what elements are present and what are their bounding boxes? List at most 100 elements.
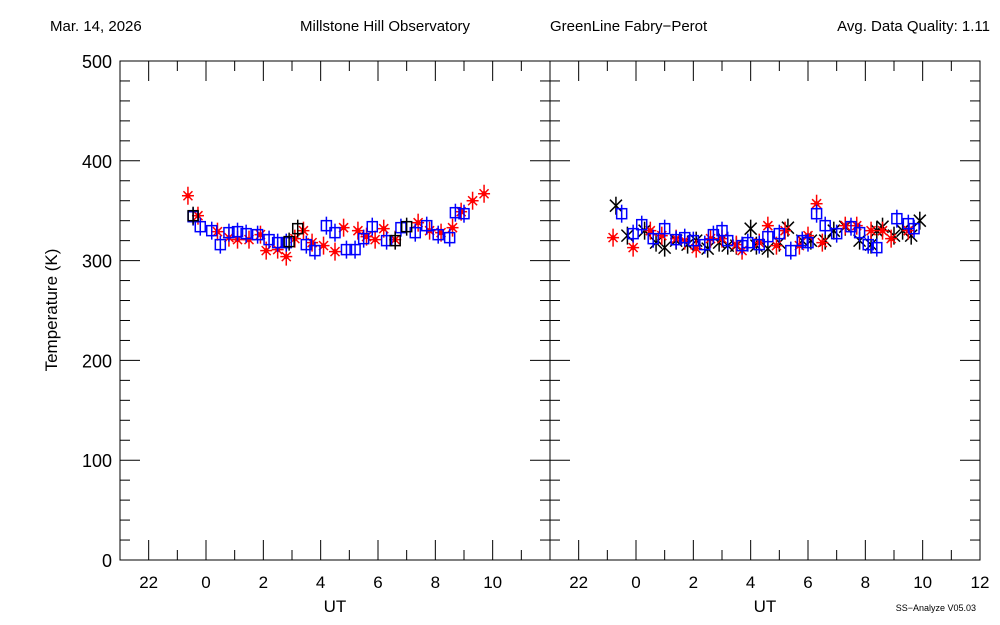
data-point-blue-square (231, 222, 244, 241)
data-point-blue-square (753, 235, 766, 254)
x-axis-label-left: UT (324, 597, 347, 616)
square-marker (357, 232, 370, 245)
y-tick-label: 500 (82, 52, 112, 72)
star-center (610, 235, 616, 241)
y-tick-label: 200 (82, 351, 112, 371)
x-tick-label: 4 (746, 573, 755, 592)
square-marker (240, 227, 252, 240)
data-point-blue-square (908, 219, 920, 238)
x-tick-label: 4 (316, 573, 325, 592)
data-point-blue-square (819, 216, 831, 235)
x-marker (649, 236, 663, 250)
data-point-blue-square (366, 217, 379, 236)
data-point-blue-square (443, 228, 456, 247)
header-quality: Avg. Data Quality: 1.11 (837, 18, 990, 35)
data-point-black-square (283, 232, 295, 251)
data-point-blue-square (830, 224, 843, 243)
x-tick-label: 10 (483, 573, 502, 592)
star-center (341, 225, 347, 231)
square-marker (194, 220, 207, 233)
star-center (765, 223, 771, 229)
star-center (449, 225, 456, 231)
data-point-blue-square (263, 230, 275, 249)
data-point-blue-square (205, 221, 218, 240)
square-marker (449, 206, 462, 219)
data-point-blue-square (449, 203, 462, 222)
data-point-blue-square (647, 229, 659, 248)
x-tick-label: 6 (803, 573, 812, 592)
data-point-blue-square (240, 224, 252, 243)
x-marker (609, 199, 623, 213)
data-point-blue-square (458, 204, 470, 223)
data-point-blue-square (194, 217, 207, 236)
version-label: SS−Analyze V05.03 (896, 603, 976, 613)
data-point-red-star (810, 194, 823, 213)
star-center (773, 243, 780, 249)
square-marker (263, 233, 275, 246)
star-center (888, 236, 894, 242)
square-marker (627, 227, 639, 240)
star-center (647, 228, 653, 234)
star-center (363, 234, 370, 240)
square-marker (785, 244, 797, 257)
star-center (415, 220, 421, 226)
square-marker (420, 219, 433, 232)
data-point-blue-square (785, 241, 797, 260)
star-center (332, 249, 338, 255)
square-marker (349, 243, 361, 256)
square-marker (773, 227, 786, 240)
square-marker (830, 227, 843, 240)
square-marker (300, 238, 313, 251)
data-point-red-star (181, 186, 194, 205)
y-tick-label: 300 (82, 252, 112, 272)
y-tick-label: 100 (82, 451, 112, 471)
header-observatory: Millstone Hill Observatory (300, 18, 471, 35)
star-center (185, 193, 191, 199)
x-marker (701, 242, 715, 256)
data-point-blue-square (271, 233, 284, 252)
star-center (372, 237, 378, 243)
plot-frame (119, 60, 551, 561)
data-point-blue-square (349, 240, 361, 259)
x-tick-label: 2 (689, 573, 698, 592)
data-point-red-star (466, 191, 479, 210)
data-point-blue-square (329, 223, 341, 242)
square-marker (810, 207, 823, 220)
data-point-blue-square (409, 223, 422, 242)
star-center (381, 226, 387, 232)
x-tick-label: 6 (373, 573, 382, 592)
x-tick-label: 0 (631, 573, 640, 592)
star-center (257, 232, 264, 238)
star-center (868, 228, 874, 234)
square-marker (283, 235, 295, 248)
x-tick-label: 12 (971, 573, 990, 592)
data-point-black-square (187, 206, 199, 225)
data-point-blue-square (802, 233, 814, 252)
data-point-red-star (351, 221, 364, 240)
square-marker (458, 207, 470, 220)
panel-left: 0 100 200 300 400 500 22 0 2 4 6 8 10 (82, 52, 551, 592)
star-center (438, 230, 444, 236)
data-point-blue-square (699, 235, 711, 254)
x-marker (658, 241, 672, 255)
x-marker (827, 224, 841, 238)
square-marker (251, 228, 264, 241)
data-point-red-star (876, 221, 889, 240)
x-tick-label: 10 (913, 573, 932, 592)
data-point-blue-square (432, 225, 444, 244)
y-tick-label: 400 (82, 152, 112, 172)
data-point-blue-square (670, 230, 682, 249)
data-point-blue-square (845, 217, 857, 236)
data-point-blue-square (309, 241, 321, 260)
data-point-blue-square (635, 215, 648, 234)
data-point-red-star (607, 228, 620, 247)
data-point-blue-square (773, 224, 786, 243)
square-marker (389, 234, 401, 247)
square-marker (443, 231, 456, 244)
data-point-black-square (389, 231, 401, 250)
x-marker (913, 214, 927, 228)
square-marker (687, 234, 700, 247)
square-marker (819, 219, 831, 232)
star-center (470, 198, 476, 204)
square-marker (329, 226, 341, 239)
